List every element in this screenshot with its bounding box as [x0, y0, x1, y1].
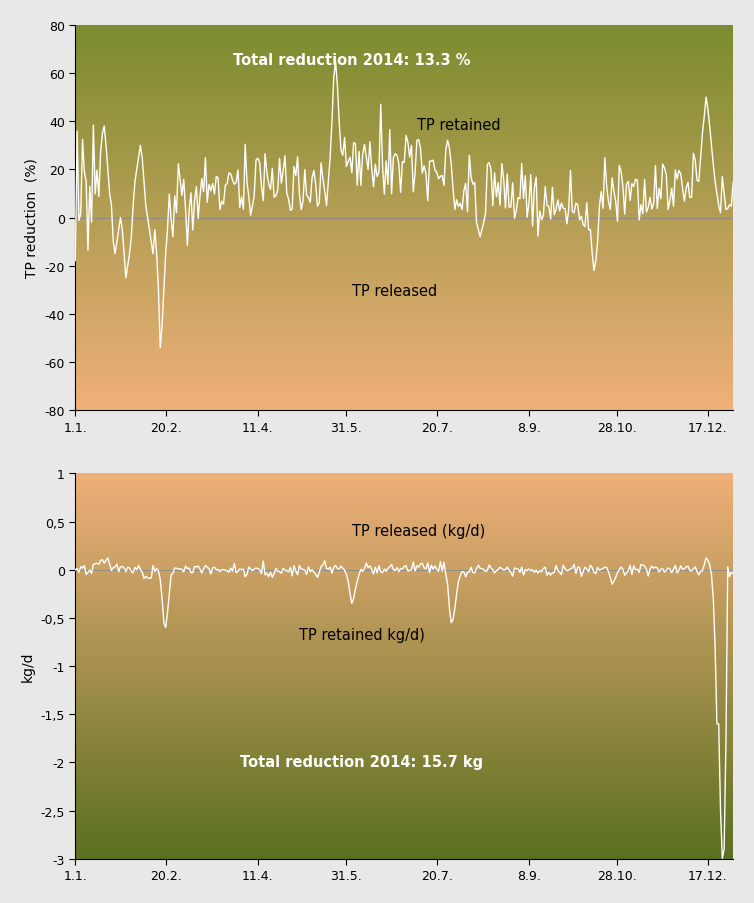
Text: TP released: TP released [351, 284, 437, 298]
Text: TP retained kg/d): TP retained kg/d) [299, 628, 425, 642]
Text: TP retained: TP retained [418, 117, 501, 133]
Text: TP released (kg/d): TP released (kg/d) [351, 524, 485, 538]
Text: Total reduction 2014: 15.7 kg: Total reduction 2014: 15.7 kg [240, 754, 483, 769]
Y-axis label: TP reduction  (%): TP reduction (%) [25, 158, 39, 278]
Text: Total reduction 2014: 13.3 %: Total reduction 2014: 13.3 % [233, 52, 470, 68]
Y-axis label: kg/d: kg/d [21, 651, 35, 682]
